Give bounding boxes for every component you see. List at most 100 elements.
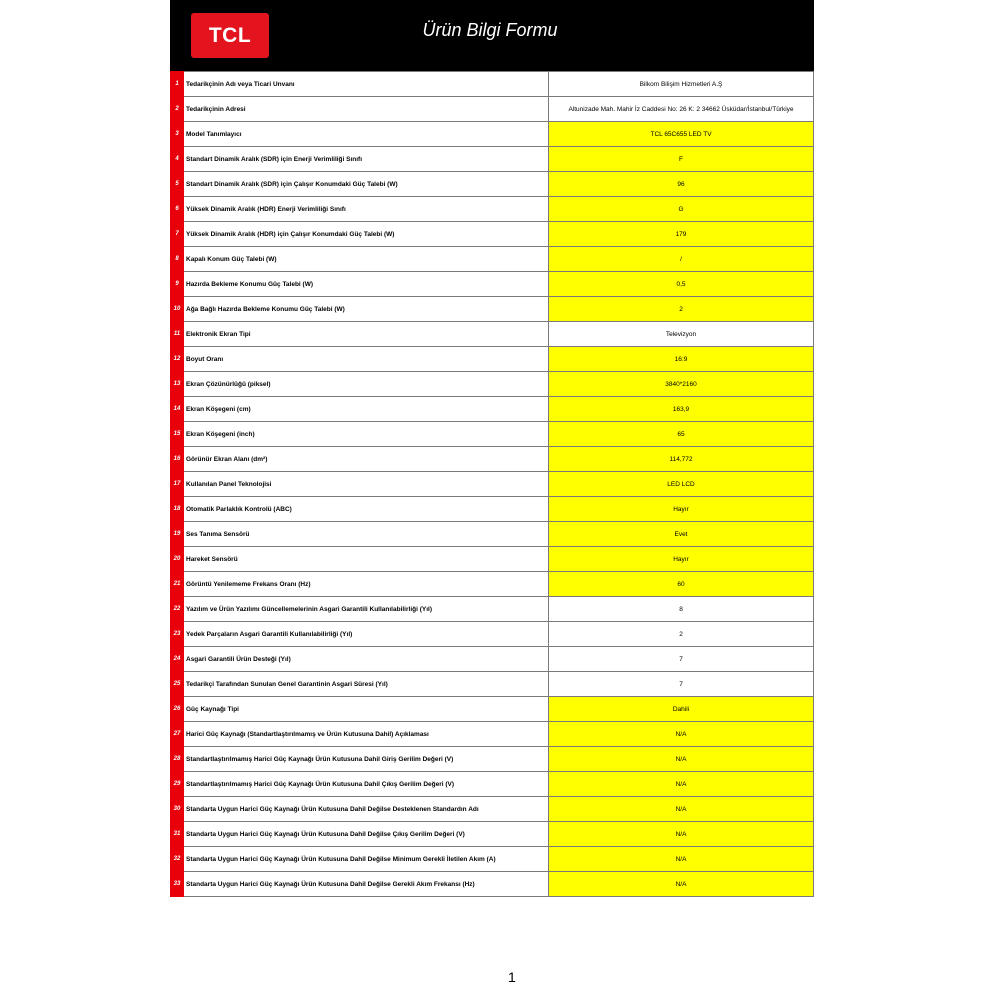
table-row: 16 Görünür Ekran Alanı (dm²) 114,772 (170, 446, 814, 472)
table-row: 26 Güç Kaynağı Tipi Dahili (170, 696, 814, 722)
row-number: 29 (170, 771, 184, 797)
row-label: Yüksek Dinamik Aralık (HDR) Enerji Verim… (183, 196, 549, 222)
row-value: 114,772 (548, 446, 814, 472)
row-label: Ekran Köşegeni (cm) (183, 396, 549, 422)
table-row: 32 Standarta Uygun Harici Güç Kaynağı Ürü… (170, 846, 814, 872)
table-row: 22 Yazılım ve Ürün Yazılımı Güncellemeler… (170, 596, 814, 622)
table-row: 30 Standarta Uygun Harici Güç Kaynağı Ürü… (170, 796, 814, 822)
row-label: Hareket Sensörü (183, 546, 549, 572)
row-label: Harici Güç Kaynağı (Standartlaştırılmamı… (183, 721, 549, 747)
product-info-table: 1 Tedarikçinin Adı veya Ticari Unvanı Bilk… (170, 71, 814, 897)
row-value: 2 (548, 296, 814, 322)
header-bar: TCL Ürün Bilgi Formu (170, 0, 814, 71)
row-number: 23 (170, 621, 184, 647)
row-label: Görüntü Yenilememe Frekans Oranı (Hz) (183, 571, 549, 597)
row-value: N/A (548, 771, 814, 797)
row-value: Altunizade Mah. Mahir İz Caddesi No: 26 … (548, 96, 814, 122)
row-value: N/A (548, 796, 814, 822)
table-row: 33 Standarta Uygun Harici Güç Kaynağı Ürü… (170, 871, 814, 897)
row-value: 0,5 (548, 271, 814, 297)
row-label: Görünür Ekran Alanı (dm²) (183, 446, 549, 472)
table-row: 31 Standarta Uygun Harici Güç Kaynağı Ürü… (170, 821, 814, 847)
row-number: 26 (170, 696, 184, 722)
row-label: Elektronik Ekran Tipi (183, 321, 549, 347)
row-number: 10 (170, 296, 184, 322)
row-number: 1 (170, 71, 184, 97)
row-number: 14 (170, 396, 184, 422)
row-label: Tedarikçi Tarafından Sunulan Genel Garan… (183, 671, 549, 697)
table-row: 18 Otomatik Parlaklık Kontrolü (ABC) Hayır (170, 496, 814, 522)
row-label: Standarta Uygun Harici Güç Kaynağı Ürün … (183, 871, 549, 897)
row-label: Asgari Garantili Ürün Desteği (Yıl) (183, 646, 549, 672)
row-number: 9 (170, 271, 184, 297)
page-title: Ürün Bilgi Formu (422, 20, 558, 40)
row-value: Hayır (548, 546, 814, 572)
row-number: 15 (170, 421, 184, 447)
row-number: 19 (170, 521, 184, 547)
page-number: 1 (508, 969, 516, 985)
table-row: 10 Ağa Bağlı Hazırda Bekleme Konumu Güç T… (170, 296, 814, 322)
row-label: Boyut Oranı (183, 346, 549, 372)
row-label: Standarta Uygun Harici Güç Kaynağı Ürün … (183, 796, 549, 822)
row-value: 96 (548, 171, 814, 197)
row-value: Dahili (548, 696, 814, 722)
row-label: Otomatik Parlaklık Kontrolü (ABC) (183, 496, 549, 522)
row-label: Yazılım ve Ürün Yazılımı Güncellemelerin… (183, 596, 549, 622)
row-number: 25 (170, 671, 184, 697)
row-value: 3840*2160 (548, 371, 814, 397)
row-number: 24 (170, 646, 184, 672)
table-row: 20 Hareket Sensörü Hayır (170, 546, 814, 572)
table-row: 7 Yüksek Dinamik Aralık (HDR) için Çalışı… (170, 221, 814, 247)
row-number: 17 (170, 471, 184, 497)
table-row: 29 Standartlaştırılmamış Harici Güç Kayna… (170, 771, 814, 797)
row-number: 18 (170, 496, 184, 522)
table-row: 19 Ses Tanıma Sensörü Evet (170, 521, 814, 547)
row-value: 16:9 (548, 346, 814, 372)
table-row: 21 Görüntü Yenilememe Frekans Oranı (Hz) 6… (170, 571, 814, 597)
row-number: 21 (170, 571, 184, 597)
row-label: Güç Kaynağı Tipi (183, 696, 549, 722)
row-number: 16 (170, 446, 184, 472)
row-value: N/A (548, 846, 814, 872)
row-number: 32 (170, 846, 184, 872)
table-row: 4 Standart Dinamik Aralık (SDR) için Ener… (170, 146, 814, 172)
row-number: 5 (170, 171, 184, 197)
row-value: N/A (548, 871, 814, 897)
row-value: Televizyon (548, 321, 814, 347)
table-row: 13 Ekran Çözünürlüğü (piksel) 3840*2160 (170, 371, 814, 397)
row-label: Hazırda Bekleme Konumu Güç Talebi (W) (183, 271, 549, 297)
row-value: F (548, 146, 814, 172)
table-row: 17 Kullanılan Panel Teknolojisi LED LCD (170, 471, 814, 497)
row-label: Standartlaştırılmamış Harici Güç Kaynağı… (183, 771, 549, 797)
row-number: 30 (170, 796, 184, 822)
row-label: Kullanılan Panel Teknolojisi (183, 471, 549, 497)
row-number: 4 (170, 146, 184, 172)
row-label: Tedarikçinin Adresi (183, 96, 549, 122)
table-row: 3 Model Tanımlayıcı TCL 65C655 LED TV (170, 121, 814, 147)
row-label: Standart Dinamik Aralık (SDR) için Enerj… (183, 146, 549, 172)
row-number: 6 (170, 196, 184, 222)
row-label: Model Tanımlayıcı (183, 121, 549, 147)
row-label: Tedarikçinin Adı veya Ticari Unvanı (183, 71, 549, 97)
table-row: 8 Kapalı Konum Güç Talebi (W) / (170, 246, 814, 272)
table-row: 23 Yedek Parçaların Asgari Garantili Kull… (170, 621, 814, 647)
table-row: 12 Boyut Oranı 16:9 (170, 346, 814, 372)
row-label: Yüksek Dinamik Aralık (HDR) için Çalışır… (183, 221, 549, 247)
row-value: Hayır (548, 496, 814, 522)
row-value: 8 (548, 596, 814, 622)
table-row: 14 Ekran Köşegeni (cm) 163,9 (170, 396, 814, 422)
table-row: 25 Tedarikçi Tarafından Sunulan Genel Gar… (170, 671, 814, 697)
row-number: 7 (170, 221, 184, 247)
row-label: Standart Dinamik Aralık (SDR) için Çalış… (183, 171, 549, 197)
table-row: 5 Standart Dinamik Aralık (SDR) için Çalı… (170, 171, 814, 197)
row-number: 22 (170, 596, 184, 622)
row-label: Standarta Uygun Harici Güç Kaynağı Ürün … (183, 846, 549, 872)
table-row: 28 Standartlaştırılmamış Harici Güç Kayna… (170, 746, 814, 772)
row-number: 13 (170, 371, 184, 397)
row-label: Ses Tanıma Sensörü (183, 521, 549, 547)
row-number: 3 (170, 121, 184, 147)
row-number: 31 (170, 821, 184, 847)
row-label: Standartlaştırılmamış Harici Güç Kaynağı… (183, 746, 549, 772)
row-value: 7 (548, 671, 814, 697)
row-value: LED LCD (548, 471, 814, 497)
